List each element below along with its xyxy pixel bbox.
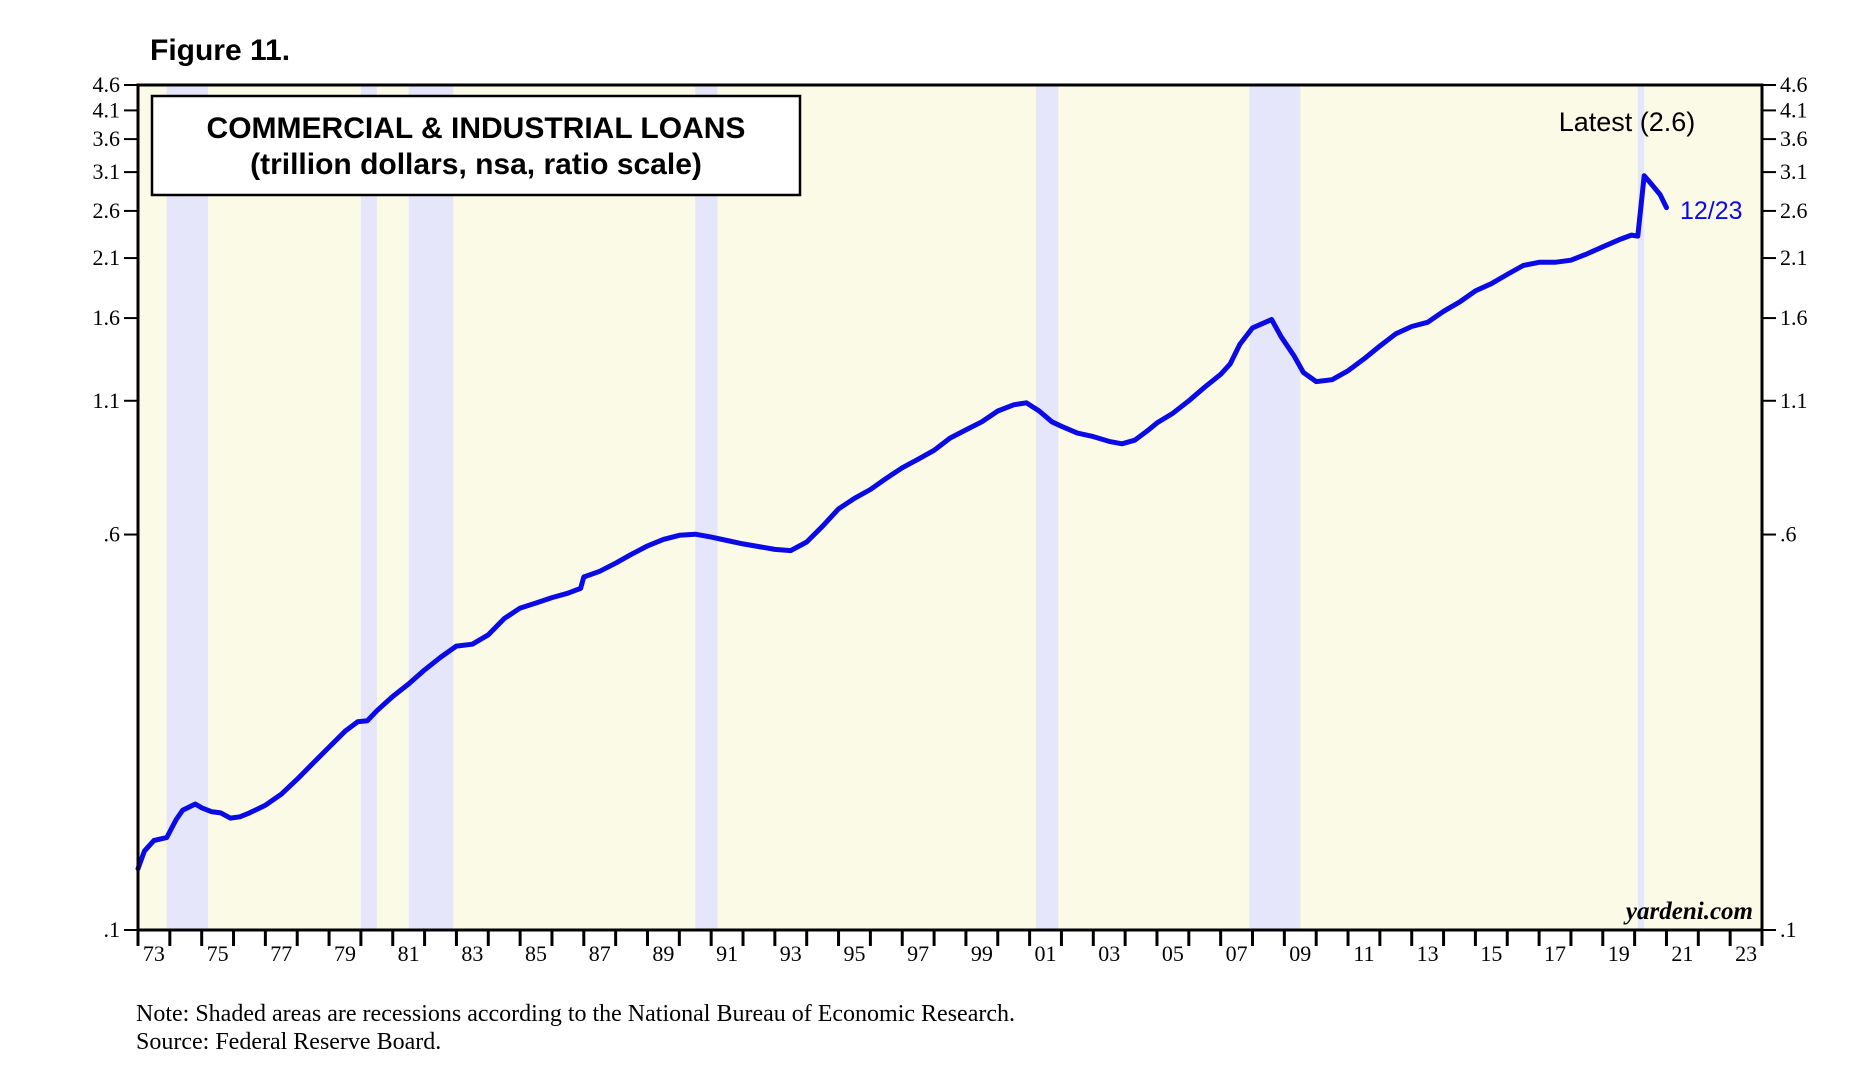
x-axis-ticks: 73 75 77 79 81 83 85 87 89 91 93 95 97 99 01 03 05 07 09 11…	[136, 930, 1764, 966]
watermark: yardeni.com	[1623, 898, 1753, 925]
recession-band-1	[360, 85, 377, 930]
y-tick-label-right: 3.1	[1780, 159, 1808, 184]
x-tick-label: 13	[1417, 941, 1439, 966]
recession-band-6	[1637, 85, 1645, 930]
y-tick-label-left: 2.6	[93, 198, 121, 223]
y-tick-label-left: 2.1	[93, 245, 121, 270]
x-tick-label: 19	[1608, 941, 1630, 966]
title-box	[150, 94, 802, 197]
x-tick-label: 01	[1035, 941, 1057, 966]
y-tick-label-right: 1.1	[1780, 388, 1808, 413]
y-tick-label-left: 3.6	[93, 126, 121, 151]
x-tick-label: 07	[1226, 941, 1248, 966]
y-axis-ticks: .1 .1 .6 .6 1.1 1.1 1.6 1.6 2.1 2.1 2.6 2.6 3.1 3.1 3.…	[93, 72, 1808, 942]
recession-band-4	[1035, 85, 1059, 930]
y-tick-label-left: .6	[104, 522, 121, 547]
y-tick-label-right: 2.1	[1780, 245, 1808, 270]
source-text: Source: Federal Reserve Board.	[136, 1029, 442, 1055]
chart-title: COMMERCIAL & INDUSTRIAL LOANS	[207, 112, 746, 145]
y-tick-label-left: .1	[104, 917, 121, 942]
y-tick-label-right: 3.6	[1780, 126, 1808, 151]
x-tick-label: 91	[716, 941, 738, 966]
y-tick-label-right: 2.6	[1780, 198, 1808, 223]
y-tick-label-right: 4.6	[1780, 72, 1808, 97]
recession-band-5	[1249, 85, 1301, 930]
x-tick-label: 77	[270, 941, 292, 966]
series-line-loans	[135, 173, 1669, 872]
x-tick-label: 11	[1353, 941, 1374, 966]
x-tick-label: 15	[1480, 941, 1502, 966]
y-tick-label-left: 4.1	[93, 97, 121, 122]
plot-background	[138, 85, 1762, 930]
y-tick-label-left: 1.6	[93, 305, 121, 330]
y-tick-label-left: 1.1	[93, 388, 121, 413]
recession-bands	[166, 85, 1645, 930]
x-tick-label: 99	[971, 941, 993, 966]
recession-band-3	[695, 85, 718, 930]
plot-frame	[136, 83, 1764, 932]
chart-subtitle: (trillion dollars, nsa, ratio scale)	[250, 148, 702, 181]
x-tick-label: 75	[207, 941, 229, 966]
latest-label: Latest (2.6)	[1559, 107, 1696, 137]
x-tick-label: 03	[1098, 941, 1120, 966]
x-tick-label: 87	[589, 941, 611, 966]
x-tick-label: 73	[143, 941, 165, 966]
latest-date: 12/23	[1680, 197, 1743, 225]
y-tick-label-left: 3.1	[93, 159, 121, 184]
x-tick-label: 81	[398, 941, 420, 966]
x-tick-label: 83	[461, 941, 483, 966]
x-tick-label: 85	[525, 941, 547, 966]
y-tick-label-right: 1.6	[1780, 305, 1808, 330]
x-tick-label: 09	[1289, 941, 1311, 966]
x-tick-label: 79	[334, 941, 356, 966]
note-text: Note: Shaded areas are recessions accord…	[136, 1001, 1015, 1027]
recession-band-0	[166, 85, 209, 930]
figure-label: Figure 11.	[150, 34, 291, 67]
y-tick-label-left: 4.6	[93, 72, 121, 97]
x-tick-label: 21	[1671, 941, 1693, 966]
x-tick-label: 93	[780, 941, 802, 966]
y-tick-label-right: 4.1	[1780, 97, 1808, 122]
x-tick-label: 97	[907, 941, 929, 966]
x-tick-label: 17	[1544, 941, 1566, 966]
x-tick-label: 05	[1162, 941, 1184, 966]
recession-band-2	[408, 85, 454, 930]
x-tick-label: 89	[652, 941, 674, 966]
footnote: Note: Shaded areas are recessions accord…	[136, 1000, 1015, 1056]
y-tick-label-right: .1	[1780, 917, 1797, 942]
y-tick-label-right: .6	[1780, 522, 1797, 547]
x-tick-label: 23	[1735, 941, 1757, 966]
x-tick-label: 95	[843, 941, 865, 966]
